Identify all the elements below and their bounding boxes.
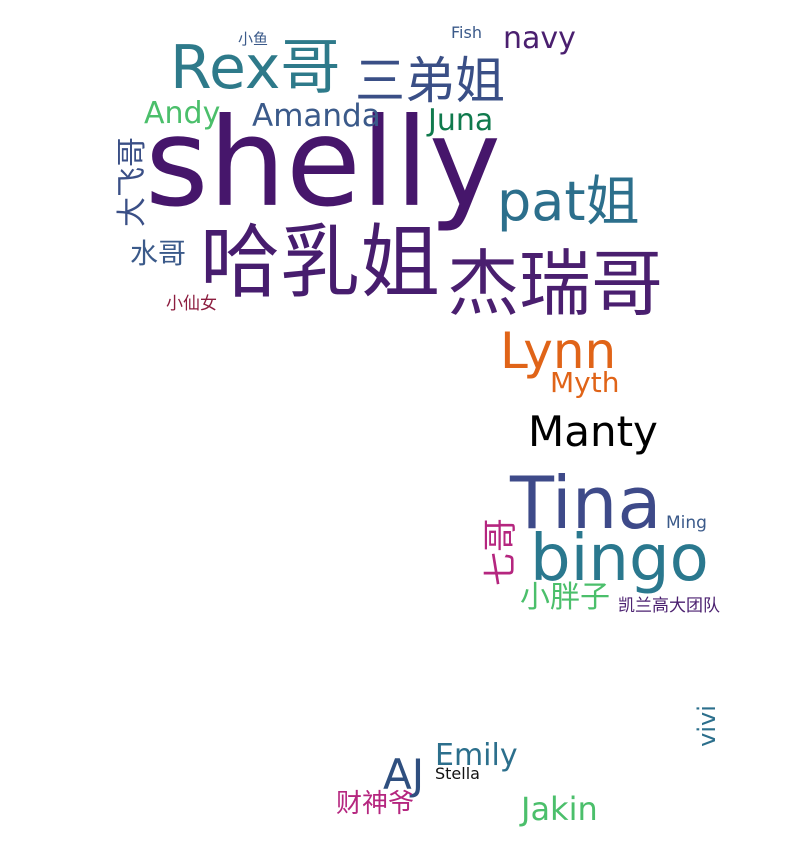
word-shuige: 水哥 <box>130 237 187 270</box>
word-myth: Myth <box>550 366 620 399</box>
word-shelly: shelly <box>145 92 501 234</box>
word-fish: Fish <box>451 23 482 42</box>
word-xiaopangzi: 小胖子 <box>520 580 610 615</box>
word-stella: Stella <box>435 764 480 783</box>
word-jakin: Jakin <box>521 790 598 828</box>
word-lynn: Lynn <box>500 322 617 380</box>
word-aj: AJ <box>383 750 425 799</box>
word-navy: navy <box>503 21 576 56</box>
word-juna: Juna <box>428 103 494 138</box>
word-kailan-team: 凯兰高大团队 <box>618 596 720 616</box>
word-dafeige: 大飞哥 <box>115 137 150 227</box>
word-xiaoyu: 小鱼 <box>238 30 269 48</box>
word-manty: Manty <box>528 407 658 456</box>
word-xiaoxiannv: 小仙女 <box>166 294 217 314</box>
word-andy: Andy <box>144 96 221 131</box>
word-emily: Emily <box>435 738 518 773</box>
word-jieruige: 杰瑞哥 <box>447 242 664 326</box>
word-patjie: pat姐 <box>497 170 640 233</box>
word-tina: Tina <box>510 461 662 545</box>
word-vivi: vivi <box>692 705 721 747</box>
word-ming: Ming <box>666 513 707 533</box>
word-caishenye: 财神爷 <box>336 789 415 819</box>
word-haruijie: 哈乳姐 <box>200 216 440 309</box>
word-qige: 七哥 <box>481 518 521 586</box>
word-rexge: Rex哥 <box>170 33 341 103</box>
word-bingo: bingo <box>530 522 709 596</box>
word-amanda: Amanda <box>252 98 381 134</box>
word-sandijie: 三弟姐 <box>355 52 505 110</box>
